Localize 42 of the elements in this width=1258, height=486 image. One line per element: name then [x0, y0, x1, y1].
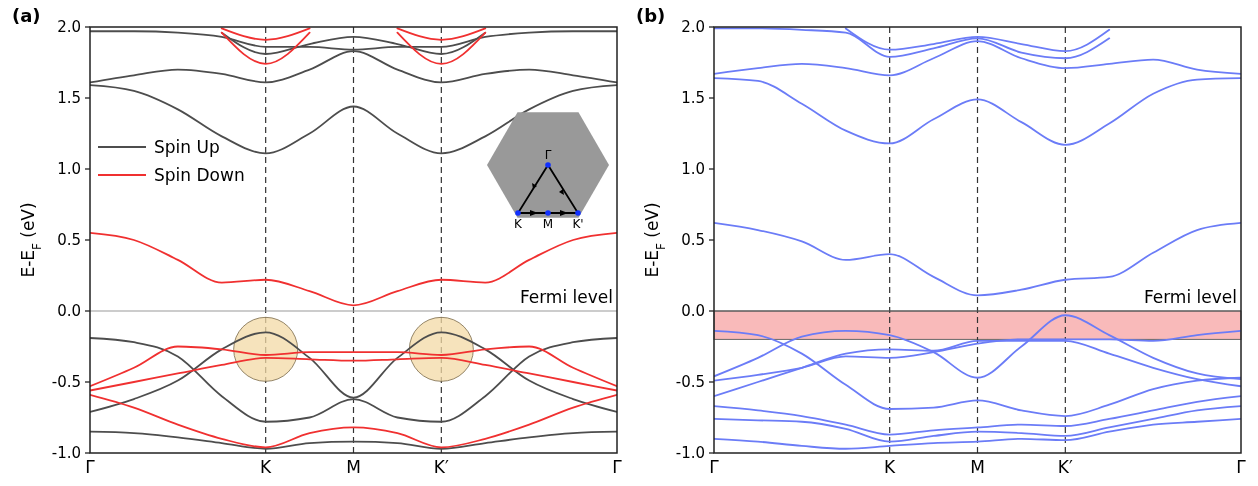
x-tick-label: M: [970, 457, 985, 477]
annotation: K: [514, 217, 524, 231]
annotation: Γ: [544, 148, 552, 162]
y-tick-label: 1.0: [681, 160, 705, 179]
y-tick-label: -1.0: [675, 444, 705, 463]
ref-line-label: Fermi level: [1143, 287, 1237, 307]
y-tick-label: -0.5: [51, 373, 81, 392]
x-tick-label: K′: [433, 457, 449, 477]
x-tick-label: Γ: [709, 457, 720, 477]
legend-label: Spin Up: [154, 136, 220, 157]
x-tick-label: K: [260, 457, 273, 477]
y-tick-label: -1.0: [51, 444, 81, 463]
y-tick-label: 0.5: [681, 231, 705, 250]
ref-line-label: Fermi level: [519, 287, 613, 307]
x-tick-label: Γ: [1236, 457, 1247, 477]
x-tick-label: Γ: [85, 457, 96, 477]
line-series: [90, 393, 617, 449]
line-series: [90, 345, 617, 388]
y-tick-label: 1.5: [681, 89, 705, 108]
line-series: [714, 405, 1241, 443]
x-tick-label: K: [884, 457, 897, 477]
line-series: [714, 418, 1241, 450]
y-tick-label: 0.0: [57, 302, 81, 321]
chart-title: (a): [12, 5, 41, 26]
y-tick-label: 1.5: [57, 89, 81, 108]
chart-title: (b): [636, 5, 666, 26]
y-tick-label: 2.0: [681, 18, 705, 37]
y-tick-label: 2.0: [57, 18, 81, 37]
y-tick-label: -0.5: [675, 373, 705, 392]
annotation: K': [572, 217, 584, 231]
x-tick-label: Γ: [612, 457, 623, 477]
y-tick-label: 0.5: [57, 231, 81, 250]
line-series: [714, 77, 1241, 146]
line-series: [90, 232, 617, 307]
line-series: [90, 430, 617, 450]
x-tick-label: M: [346, 457, 361, 477]
annotation: M: [542, 217, 554, 231]
line-series: [714, 395, 1241, 436]
y-tick-label: 0.0: [681, 302, 705, 321]
legend-label: Spin Down: [154, 164, 245, 185]
x-tick-label: K′: [1057, 457, 1073, 477]
y-tick-label: 1.0: [57, 160, 81, 179]
